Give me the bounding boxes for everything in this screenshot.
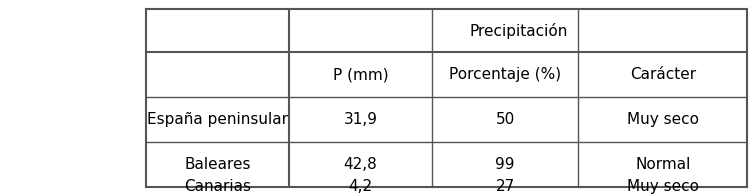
Text: Canarias: Canarias bbox=[184, 179, 252, 194]
Text: Normal: Normal bbox=[635, 157, 690, 172]
Text: 27: 27 bbox=[496, 179, 514, 194]
Text: Porcentaje (%): Porcentaje (%) bbox=[449, 67, 561, 82]
Text: España peninsular: España peninsular bbox=[147, 112, 288, 127]
Text: 99: 99 bbox=[496, 157, 514, 172]
Text: 31,9: 31,9 bbox=[343, 112, 378, 127]
Text: Muy seco: Muy seco bbox=[627, 179, 698, 194]
Text: 50: 50 bbox=[496, 112, 514, 127]
Text: Precipitación: Precipitación bbox=[469, 23, 567, 39]
Text: Muy seco: Muy seco bbox=[627, 112, 698, 127]
Text: P (mm): P (mm) bbox=[333, 67, 388, 82]
Text: Carácter: Carácter bbox=[629, 67, 696, 82]
Text: Baleares: Baleares bbox=[185, 157, 251, 172]
Text: 4,2: 4,2 bbox=[348, 179, 372, 194]
Text: 42,8: 42,8 bbox=[344, 157, 377, 172]
